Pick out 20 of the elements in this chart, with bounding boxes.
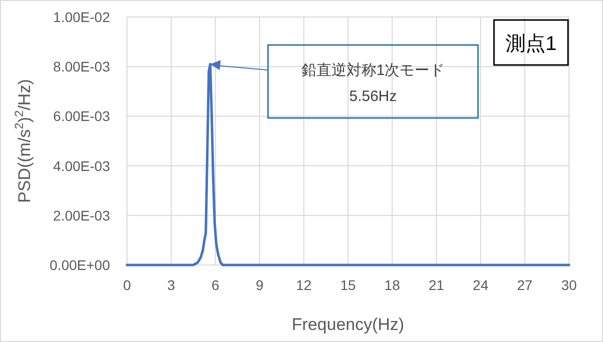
x-tick-label: 0: [123, 277, 132, 293]
x-tick-label: 27: [517, 277, 533, 293]
x-tick-label: 30: [561, 277, 577, 293]
x-tick-label: 21: [428, 277, 444, 293]
x-tick-label: 6: [212, 277, 220, 293]
annotation: 鉛直逆対称1次モード 5.56Hz: [301, 62, 445, 105]
x-axis-title: Frequency(Hz): [292, 315, 404, 334]
y-tick-label: 0.00E+00: [50, 257, 110, 273]
x-tick-label: 9: [256, 277, 264, 293]
annotation: 測点1: [505, 33, 557, 55]
y-tick-label: 6.00E-03: [53, 108, 110, 124]
y-tick-label: 2.00E-03: [53, 207, 110, 224]
y-tick-label: 4.00E-03: [53, 158, 110, 174]
x-tick-label: 24: [472, 277, 489, 293]
y-tick-label: 1.00E-02: [53, 9, 110, 25]
x-tick-label: 18: [384, 277, 400, 293]
y-tick-label: 8.00E-03: [53, 58, 110, 75]
x-tick-label: 3: [167, 277, 176, 293]
x-tick-label: 12: [296, 277, 312, 293]
x-tick-label: 15: [340, 277, 356, 293]
